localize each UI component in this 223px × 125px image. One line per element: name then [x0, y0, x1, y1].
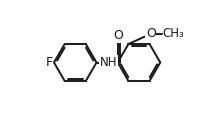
Text: F: F [45, 56, 52, 69]
Text: NH: NH [100, 56, 117, 69]
Text: CH₃: CH₃ [163, 27, 184, 40]
Text: O: O [146, 27, 156, 40]
Text: O: O [114, 29, 124, 42]
